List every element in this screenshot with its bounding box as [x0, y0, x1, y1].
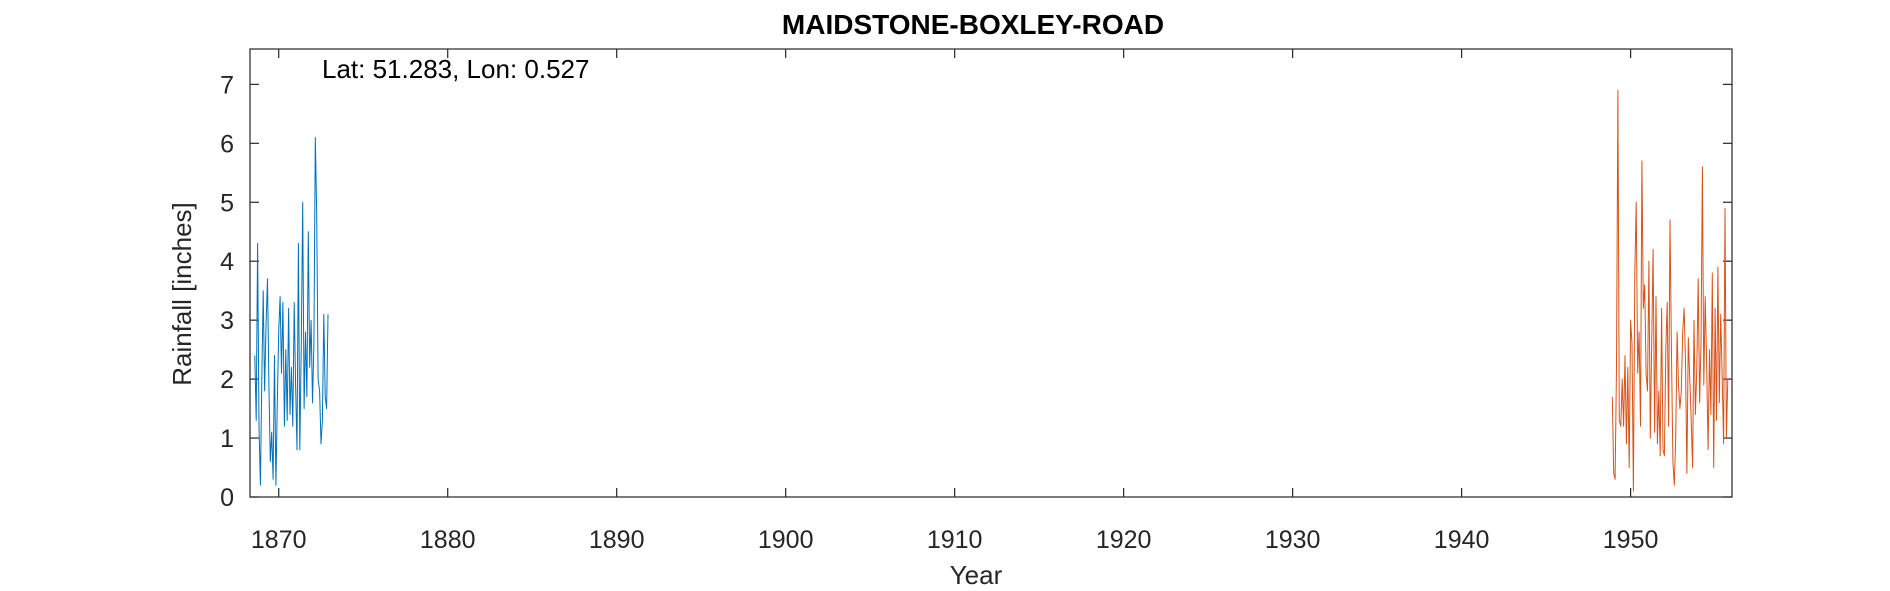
y-axis-label: Rainfall [inches]: [167, 202, 197, 386]
y-tick-label: 5: [220, 189, 234, 217]
x-axis-label: Year: [950, 560, 1003, 590]
y-tick-label: 0: [220, 484, 234, 512]
x-tick-label: 1920: [1096, 526, 1152, 554]
plot-frame: [249, 48, 1733, 498]
x-tick-label: 1890: [589, 526, 645, 554]
x-tick-label: 1880: [420, 526, 476, 554]
x-tick-label: 1870: [251, 526, 307, 554]
series-line-1: [254, 136, 329, 486]
chart-title: MAIDSTONE-BOXLEY-ROAD: [782, 9, 1164, 40]
x-tick-label: 1950: [1603, 526, 1659, 554]
x-tick-label: 1900: [758, 526, 814, 554]
series-line-2: [1611, 89, 1729, 492]
y-tick-label: 6: [220, 130, 234, 158]
x-tick-label: 1940: [1434, 526, 1490, 554]
x-tick-label: 1930: [1265, 526, 1321, 554]
y-tick-label: 7: [220, 71, 234, 99]
x-tick-label: 1910: [927, 526, 983, 554]
y-tick-label: 2: [220, 366, 234, 394]
plot-box: [249, 48, 1733, 498]
y-tick-label: 1: [220, 425, 234, 453]
station-location-annotation: Lat: 51.283, Lon: 0.527: [322, 54, 589, 84]
y-tick-label: 3: [220, 307, 234, 335]
series-layer: [254, 89, 1729, 492]
axis-ticks: 1870 1880 1890 1900 1910 1920 1930 1940 1950 0 1 2 3…: [220, 49, 1732, 554]
y-tick-label: 4: [220, 248, 234, 276]
